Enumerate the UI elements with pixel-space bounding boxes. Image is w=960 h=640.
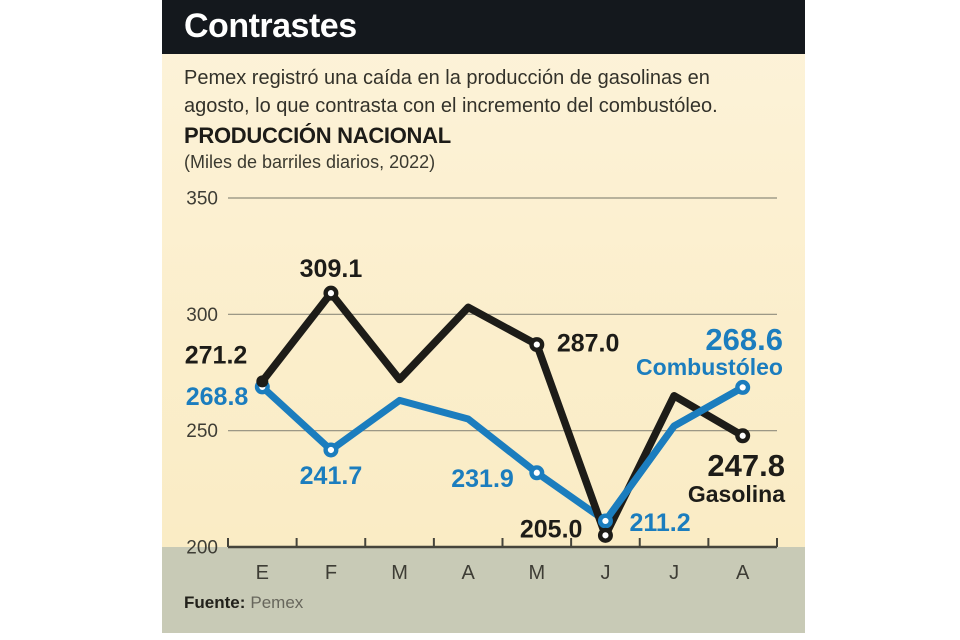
bottom-band xyxy=(162,547,805,633)
point-label: 211.2 xyxy=(629,509,690,537)
point-label: 309.1 xyxy=(300,255,363,283)
data-point-marker xyxy=(323,285,339,301)
point-label: 231.9 xyxy=(451,465,514,493)
intro-text: Pemex registró una caída en la producció… xyxy=(184,64,784,120)
data-point-marker xyxy=(735,379,751,395)
y-tick-label: 300 xyxy=(186,305,218,326)
data-point-marker xyxy=(735,428,751,444)
data-point-marker xyxy=(597,527,613,543)
y-tick-label: 350 xyxy=(186,189,218,210)
data-point-marker xyxy=(254,379,270,395)
infographic-card: 350 300 250 200 E F M A M J J A 271.2 309.1 287.0 205.0… xyxy=(162,0,805,633)
point-label: 241.7 xyxy=(300,462,363,490)
combustoleo-markers xyxy=(254,379,751,529)
gasolina-markers xyxy=(256,285,751,543)
end-label-value: 268.6 xyxy=(705,322,783,357)
x-axis-ticks xyxy=(227,538,778,547)
point-label: 205.0 xyxy=(520,515,583,543)
intro-line-1: Pemex registró una caída en la producció… xyxy=(184,67,710,89)
data-point-marker xyxy=(256,375,269,388)
chart-title: PRODUCCIÓN NACIONAL xyxy=(184,123,451,148)
gasolina-line xyxy=(258,289,747,540)
point-labels: 271.2 309.1 287.0 205.0 268.8 241.7 231.9 211.2 xyxy=(185,255,691,543)
header-bar: Contrastes xyxy=(162,0,805,54)
source-value: Pemex xyxy=(250,593,304,612)
point-label: 287.0 xyxy=(557,330,620,358)
source-line: Fuente: Pemex xyxy=(184,593,303,613)
combustoleo-line-front xyxy=(601,383,747,525)
y-tick-label: 250 xyxy=(186,421,218,442)
source-label: Fuente: xyxy=(184,593,246,612)
data-point-marker xyxy=(529,337,545,353)
combustoleo-line xyxy=(258,383,747,525)
point-label: 268.8 xyxy=(186,383,249,411)
point-label: 271.2 xyxy=(185,341,248,369)
series-name-label: Gasolina xyxy=(688,481,785,507)
end-label-value: 247.8 xyxy=(707,448,785,483)
data-point-marker xyxy=(597,513,613,529)
data-point-marker xyxy=(323,442,339,458)
page-title: Contrastes xyxy=(184,7,357,45)
series-name-label: Combustóleo xyxy=(636,354,783,380)
data-point-marker xyxy=(529,465,545,481)
chart-subtitle: (Miles de barriles diarios, 2022) xyxy=(184,152,436,172)
intro-line-2: agosto, lo que contrasta con el incremen… xyxy=(184,95,718,117)
